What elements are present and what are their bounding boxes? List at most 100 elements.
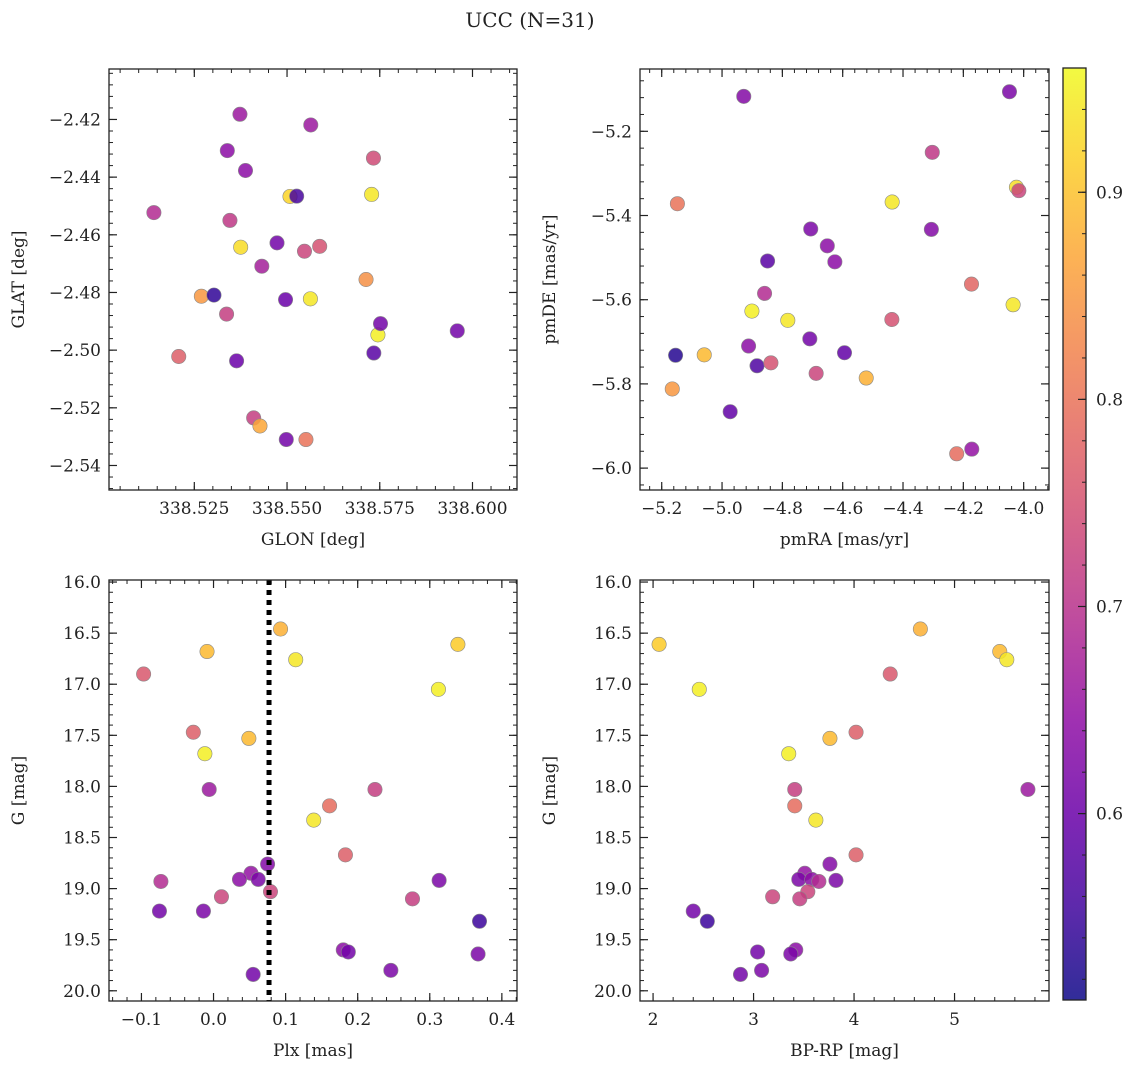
scatter-point <box>193 288 209 304</box>
scatter-point <box>882 666 898 682</box>
scatter-panels: 338.525 338.550 338.575 338.600 −2.54 −2.52 −2… <box>9 68 1050 1061</box>
x-tick-label: 3 <box>748 1010 759 1030</box>
scatter-point <box>848 847 864 863</box>
y-tick-label: 18.0 <box>594 777 632 797</box>
scatter-point <box>822 730 838 746</box>
scatter-point <box>792 891 808 907</box>
scatter-point <box>185 724 201 740</box>
scatter-point <box>219 306 235 322</box>
scatter-point <box>450 636 466 652</box>
x-tick-label: −5.2 <box>641 499 682 519</box>
x-tick-label: −4.6 <box>822 499 863 519</box>
scatter-point <box>365 150 381 166</box>
x-tick-label: −0.1 <box>121 1010 162 1030</box>
scatter-point <box>836 345 852 361</box>
scatter-point <box>808 812 824 828</box>
scatter-point <box>884 311 900 327</box>
scatter-point <box>827 254 843 270</box>
scatter-point <box>364 186 380 202</box>
scatter-point <box>151 903 167 919</box>
scatter-point <box>278 292 294 308</box>
y-tick-label: 17.0 <box>594 675 632 695</box>
scatter-point <box>924 144 940 160</box>
data-points <box>136 621 488 982</box>
x-tick-label: 0.4 <box>488 1010 515 1030</box>
scatter-point <box>757 285 773 301</box>
x-tick-label: −5.0 <box>701 499 742 519</box>
scatter-point <box>222 212 238 228</box>
scatter-point <box>858 370 874 386</box>
y-tick-label: −5.2 <box>591 122 632 142</box>
y-tick-label: −2.50 <box>49 341 101 361</box>
scatter-point <box>822 856 838 872</box>
scatter-point <box>449 323 465 339</box>
colorbar-gradient <box>1062 67 1087 1001</box>
scatter-point <box>760 253 776 269</box>
x-tick-label: 2 <box>648 1010 659 1030</box>
scatter-point <box>337 847 353 863</box>
scatter-point <box>288 652 304 668</box>
colorbar-tick-label: 0.9 <box>1096 183 1123 203</box>
x-axis-label: pmRA [mas/yr] <box>780 530 909 550</box>
y-tick-label: 18.5 <box>594 829 632 849</box>
scatter-point <box>289 188 305 204</box>
scatter-point <box>732 966 748 982</box>
colorbar-tick-label: 0.7 <box>1096 597 1123 617</box>
y-tick-label: −2.52 <box>49 399 101 419</box>
y-tick-label: 19.5 <box>594 931 632 951</box>
x-tick-label: 4 <box>849 1010 860 1030</box>
scatter-point <box>696 347 712 363</box>
scatter-point <box>340 944 356 960</box>
axes-frame <box>108 68 518 491</box>
x-tick-label: −4.4 <box>882 499 923 519</box>
scatter-point <box>470 946 486 962</box>
colorbar: 0.6 0.7 0.8 0.9 <box>1062 67 1123 1001</box>
y-tick-label: 18.5 <box>63 829 101 849</box>
scatter-point <box>306 812 322 828</box>
x-tick-label: 0.3 <box>416 1010 443 1030</box>
scatter-point <box>298 432 314 448</box>
y-tick-label: 16.5 <box>594 624 632 644</box>
scatter-point <box>206 287 222 303</box>
scatter-point <box>699 913 715 929</box>
y-tick-label: 17.5 <box>63 726 101 746</box>
scatter-point <box>404 891 420 907</box>
x-tick-label: 0.0 <box>200 1010 227 1030</box>
panel-plx-g: −0.1 0.0 0.1 0.2 0.3 0.4 16.0 16.5 17.0 17.5 18.0 1… <box>9 573 518 1061</box>
y-axis-label: GLAT [deg] <box>9 230 29 328</box>
y-tick-label: −6.0 <box>591 459 632 479</box>
y-tick-label: 19.0 <box>63 880 101 900</box>
x-tick-label: 5 <box>949 1010 960 1030</box>
scatter-point <box>278 432 294 448</box>
scatter-point <box>668 347 684 363</box>
y-axis-label: G [mag] <box>540 756 560 825</box>
scatter-point <box>250 871 266 887</box>
scatter-point <box>195 903 211 919</box>
scatter-point <box>664 381 680 397</box>
data-points <box>651 621 1036 982</box>
y-tick-label: 20.0 <box>63 982 101 1002</box>
axes-frame <box>639 579 1050 1002</box>
x-tick-label: 0.1 <box>272 1010 299 1030</box>
scatter-point <box>245 966 261 982</box>
scatter-point <box>949 446 965 462</box>
x-axis-label: BP-RP [mag] <box>790 1041 899 1061</box>
y-tick-label: −2.42 <box>49 110 101 130</box>
scatter-point <box>765 889 781 905</box>
scatter-point <box>367 781 383 797</box>
scatter-point <box>744 303 760 319</box>
scatter-point <box>366 345 382 361</box>
scatter-point <box>963 276 979 292</box>
y-tick-label: −5.8 <box>591 375 632 395</box>
y-tick-label: 16.5 <box>63 624 101 644</box>
y-tick-label: 17.0 <box>63 675 101 695</box>
scatter-point <box>231 871 247 887</box>
x-axis-label: GLON [deg] <box>261 530 365 550</box>
y-tick-label: 17.5 <box>594 726 632 746</box>
scatter-point <box>964 441 980 457</box>
panel-pmra-pmde: −5.2 −5.0 −4.8 −4.6 −4.4 −4.2 −4.0 −6.0 −5.8 −5.6… <box>540 68 1050 550</box>
figure-title: UCC (N=31) <box>465 8 594 32</box>
scatter-point <box>254 258 270 274</box>
scatter-point <box>373 316 389 332</box>
